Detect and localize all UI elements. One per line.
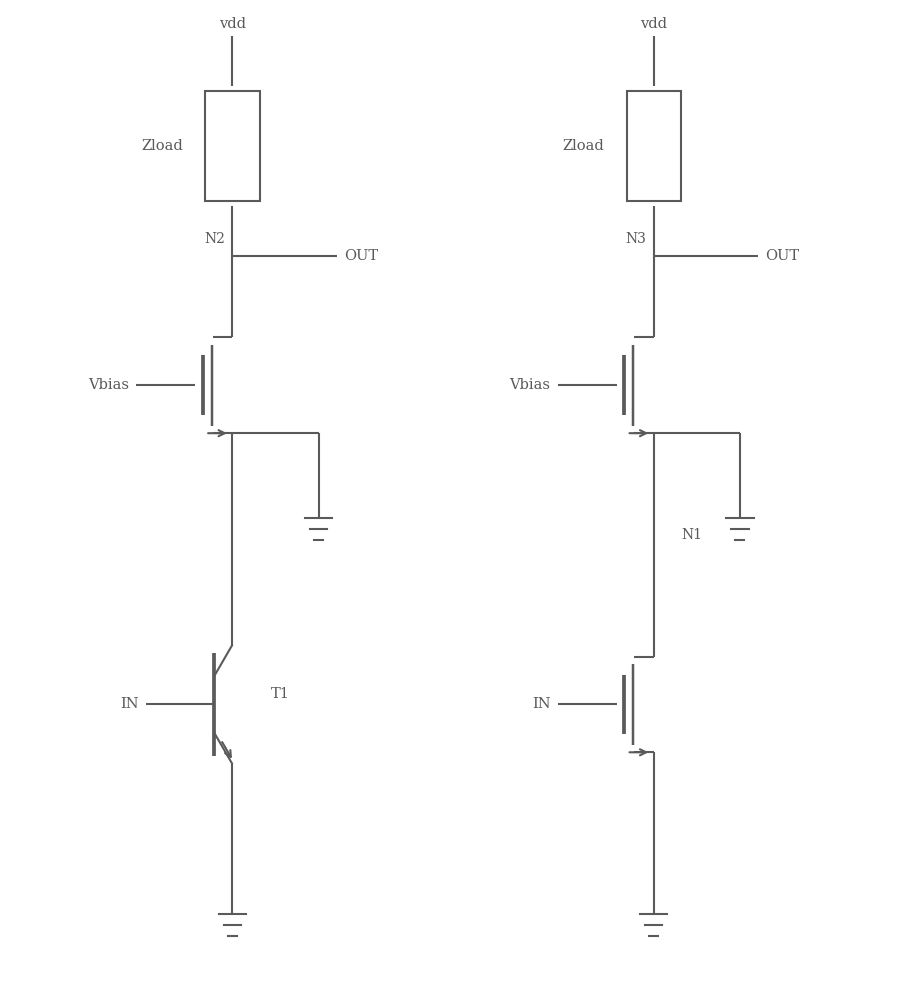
- Text: vdd: vdd: [219, 17, 246, 31]
- Text: IN: IN: [532, 697, 551, 711]
- Text: N1: N1: [681, 528, 702, 542]
- Text: vdd: vdd: [640, 17, 667, 31]
- Text: Zload: Zload: [563, 139, 604, 153]
- Text: T1: T1: [271, 687, 289, 701]
- Text: OUT: OUT: [765, 249, 799, 263]
- Text: Zload: Zload: [141, 139, 183, 153]
- Text: IN: IN: [121, 697, 139, 711]
- Text: Vbias: Vbias: [88, 378, 129, 392]
- Bar: [205, 91, 260, 201]
- Bar: [626, 91, 681, 201]
- Text: N2: N2: [205, 232, 225, 246]
- Text: Vbias: Vbias: [510, 378, 551, 392]
- Text: N3: N3: [625, 232, 646, 246]
- Text: OUT: OUT: [344, 249, 378, 263]
